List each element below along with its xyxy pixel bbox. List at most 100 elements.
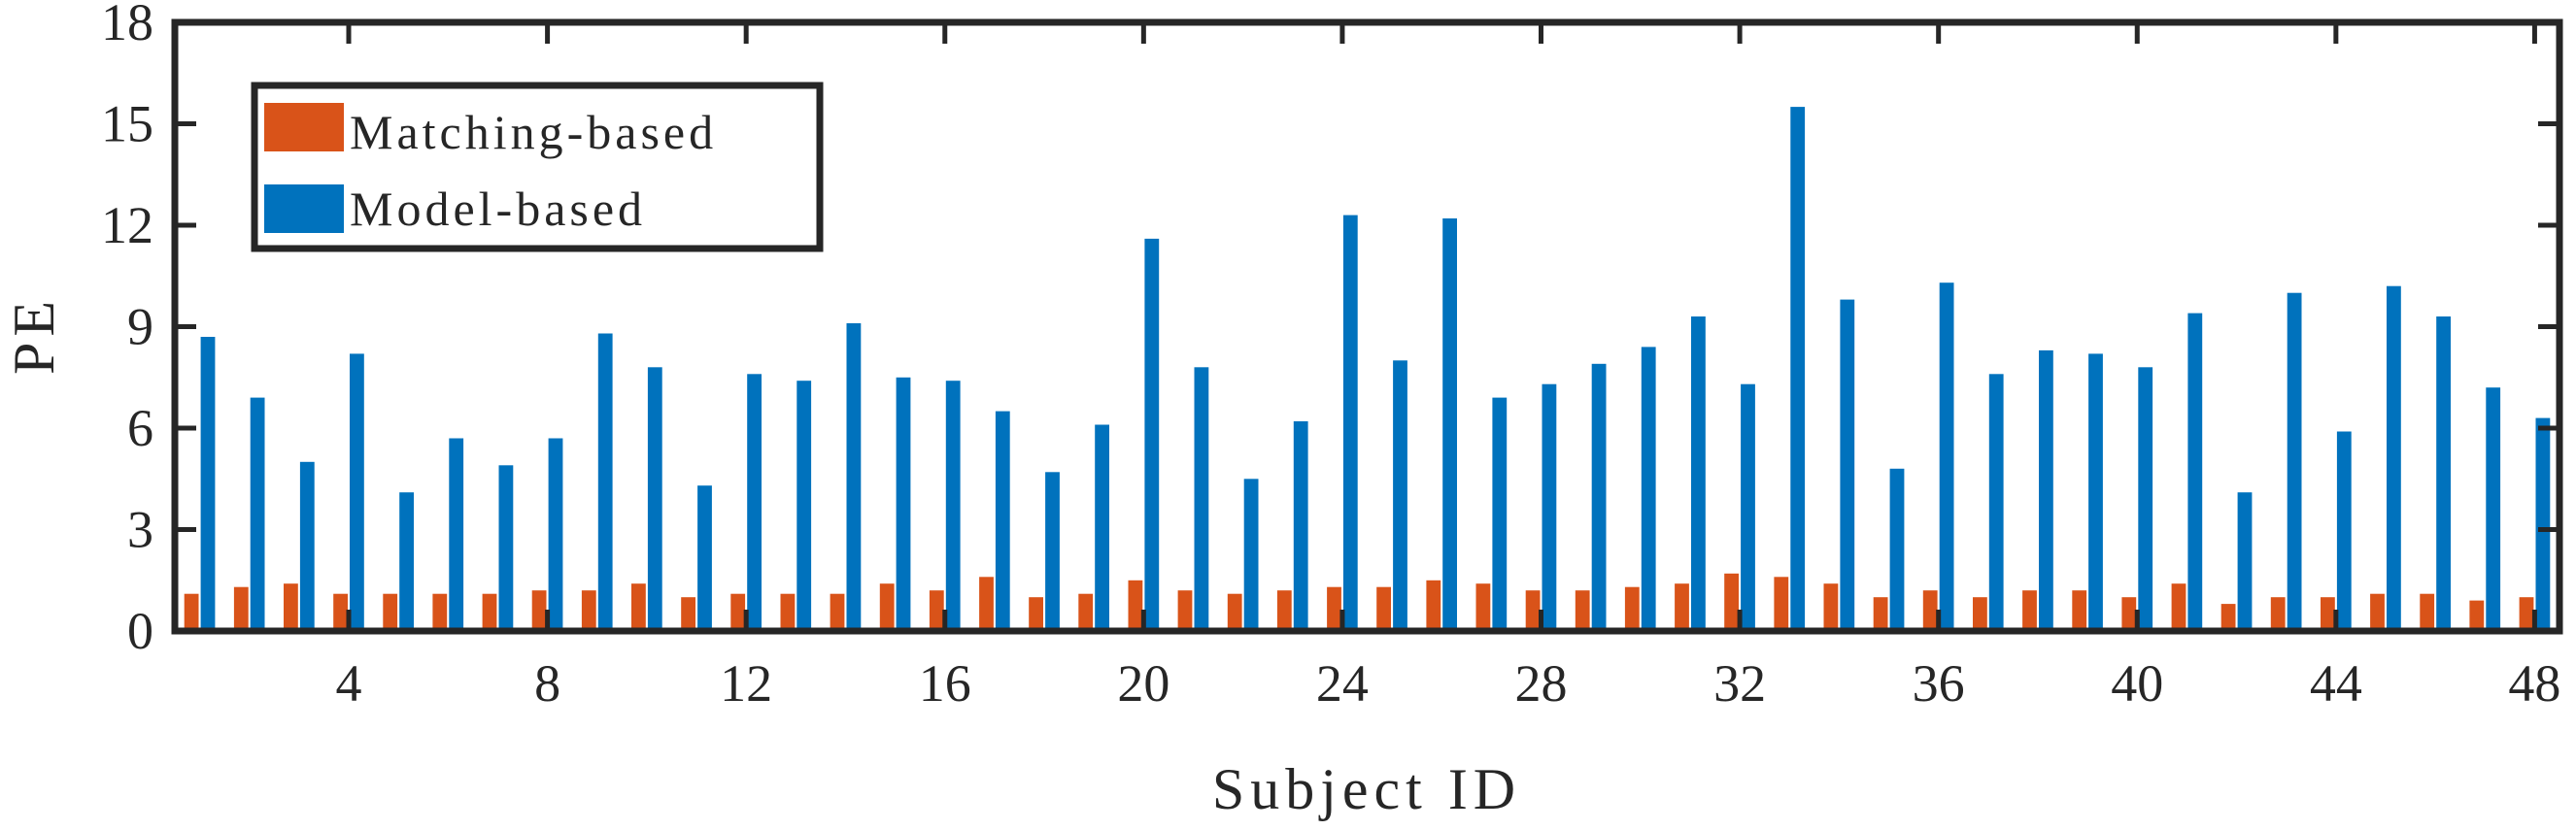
bar-matching-46: [2420, 593, 2435, 631]
legend-label-model: Model-based: [350, 182, 646, 236]
bar-matching-16: [929, 590, 944, 631]
bar-model-37: [1988, 374, 2004, 631]
bar-matching-40: [2121, 597, 2137, 631]
bar-matching-14: [830, 593, 845, 631]
bar-model-18: [1045, 472, 1060, 631]
bar-matching-32: [1724, 573, 1739, 631]
legend-swatch-matching: [264, 103, 344, 151]
y-tick-label-15: 15: [101, 95, 153, 153]
bar-matching-26: [1426, 580, 1441, 632]
bar-matching-13: [780, 593, 796, 631]
bar-model-28: [1542, 383, 1557, 631]
x-tick-label-8: 8: [534, 654, 560, 713]
bar-matching-3: [284, 583, 298, 631]
bar-matching-7: [482, 593, 497, 631]
bar-matching-12: [730, 593, 746, 631]
x-tick-label-4: 4: [336, 654, 362, 713]
bar-model-1: [200, 337, 216, 631]
y-tick-label-0: 0: [127, 602, 153, 660]
bar-model-14: [846, 323, 862, 631]
bar-model-35: [1889, 468, 1905, 631]
bar-model-47: [2486, 387, 2501, 631]
bar-matching-44: [2321, 597, 2335, 631]
x-tick-label-44: 44: [2310, 654, 2362, 713]
legend-box: [251, 82, 824, 252]
bar-model-30: [1641, 347, 1656, 631]
bar-model-46: [2436, 316, 2451, 631]
x-axis-title: Subject ID: [1212, 757, 1521, 821]
bar-model-8: [548, 438, 563, 631]
bar-matching-23: [1276, 590, 1292, 631]
bar-model-16: [945, 381, 961, 631]
bar-model-41: [2187, 313, 2203, 631]
bar-matching-22: [1227, 593, 1242, 631]
y-tick-label-3: 3: [127, 501, 153, 559]
bar-model-11: [697, 485, 712, 631]
bar-matching-6: [432, 593, 448, 631]
bar-matching-9: [581, 590, 596, 631]
bar-model-17: [995, 411, 1010, 631]
legend: Matching-based Model-based: [251, 82, 824, 252]
bar-matching-17: [979, 577, 994, 631]
bar-matching-15: [879, 583, 895, 631]
x-tick-label-28: 28: [1515, 654, 1568, 713]
bar-model-6: [449, 438, 464, 631]
bar-matching-33: [1774, 577, 1789, 631]
bar-model-44: [2336, 431, 2352, 631]
bar-matching-10: [631, 583, 646, 631]
bar-model-13: [797, 381, 812, 631]
bar-matching-31: [1675, 583, 1689, 631]
bar-model-34: [1840, 299, 1855, 631]
bar-matching-28: [1525, 590, 1541, 631]
x-tick-label-48: 48: [2508, 654, 2560, 713]
bar-model-20: [1144, 238, 1160, 631]
bar-model-39: [2088, 353, 2103, 631]
y-axis-title: PE: [2, 295, 66, 375]
bar-matching-48: [2519, 597, 2534, 631]
bar-group: [184, 107, 2551, 632]
bar-model-43: [2287, 292, 2302, 631]
bar-model-7: [498, 465, 514, 631]
bar-model-22: [1243, 479, 1259, 632]
bar-matching-27: [1475, 583, 1491, 631]
bar-model-5: [399, 492, 414, 631]
bar-matching-35: [1873, 597, 1888, 631]
bar-matching-38: [2022, 590, 2037, 631]
bar-model-19: [1095, 424, 1109, 631]
bar-model-9: [597, 333, 613, 631]
bar-model-24: [1342, 215, 1358, 631]
bar-matching-41: [2171, 583, 2186, 631]
bar-model-33: [1790, 107, 1806, 632]
x-tick-label-20: 20: [1117, 654, 1169, 713]
bar-model-10: [647, 367, 662, 631]
bar-model-38: [2039, 349, 2053, 631]
bar-model-27: [1492, 397, 1508, 631]
bar-model-42: [2237, 492, 2253, 631]
legend-label-matching: Matching-based: [350, 105, 717, 159]
bar-model-12: [747, 374, 762, 631]
y-tick-label-6: 6: [127, 399, 153, 457]
bar-matching-2: [233, 586, 249, 631]
bar-model-48: [2535, 417, 2551, 631]
bar-matching-45: [2370, 593, 2385, 631]
bar-model-31: [1691, 316, 1706, 631]
bar-model-2: [250, 397, 265, 631]
bar-matching-43: [2270, 597, 2286, 631]
bar-matching-29: [1575, 590, 1590, 631]
x-tick-label-32: 32: [1713, 654, 1766, 713]
bar-matching-21: [1177, 590, 1193, 631]
bar-model-15: [896, 377, 911, 632]
bar-model-4: [350, 353, 364, 631]
bar-matching-30: [1624, 586, 1640, 631]
bar-model-29: [1591, 363, 1607, 631]
x-tick-label-24: 24: [1316, 654, 1369, 713]
x-tick-label-36: 36: [1913, 654, 1965, 713]
bar-matching-37: [1973, 597, 1987, 631]
y-tick-label-18: 18: [101, 0, 153, 51]
y-tick-label-12: 12: [101, 196, 153, 254]
bar-model-45: [2387, 285, 2401, 631]
bar-matching-34: [1823, 583, 1839, 631]
bar-matching-24: [1327, 586, 1341, 631]
bar-matching-18: [1029, 597, 1043, 631]
bar-matching-36: [1922, 590, 1938, 631]
